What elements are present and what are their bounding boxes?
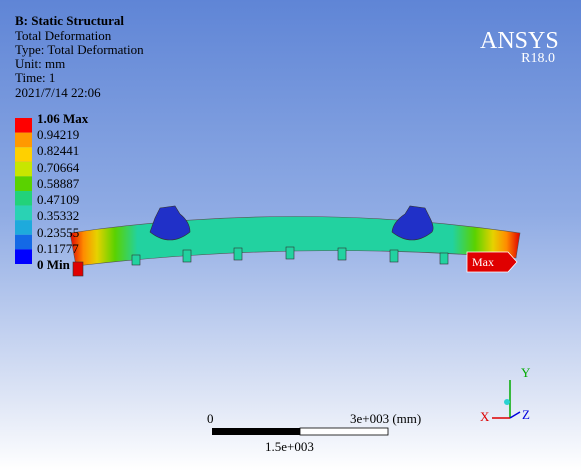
triad-z-label: Z xyxy=(522,407,530,422)
legend-label: 0.82441 xyxy=(37,143,80,159)
legend-swatch xyxy=(15,176,32,191)
legend-label: 0.70664 xyxy=(37,159,80,175)
legend-label: 0.58887 xyxy=(37,175,80,191)
legend-boxes xyxy=(15,118,32,264)
mount-left xyxy=(149,205,191,241)
scale-bar-dark xyxy=(212,428,300,435)
title: B: Static Structural xyxy=(15,13,125,28)
logo-version: R18.0 xyxy=(521,51,555,66)
triad-y-label: Y xyxy=(521,365,531,380)
legend-label: 0.94219 xyxy=(37,127,80,143)
max-probe-label: Max xyxy=(472,255,494,269)
header-line: Type: Total Deformation xyxy=(15,42,144,57)
header-line: Total Deformation xyxy=(15,28,112,43)
triad-x-label: X xyxy=(480,409,490,424)
scale-bar-light xyxy=(299,427,389,436)
end-tab xyxy=(72,261,84,277)
legend-label: 0.47109 xyxy=(37,192,80,208)
mount-right xyxy=(391,205,434,241)
legend-label: 0.23555 xyxy=(37,224,80,240)
header-line: Unit: mm xyxy=(15,56,66,71)
scale-mid: 1.5e+003 xyxy=(265,439,314,454)
legend-swatch xyxy=(15,249,32,264)
legend-swatch xyxy=(15,220,32,235)
legend-label: 0.11777 xyxy=(37,240,79,256)
header-line: 2021/7/14 22:06 xyxy=(15,85,101,100)
legend-label: 0 Min xyxy=(37,257,70,272)
legend-label: 1.06 Max xyxy=(37,111,89,126)
legend-swatch xyxy=(15,118,32,133)
legend-swatch xyxy=(15,234,32,250)
legend-swatch xyxy=(15,147,32,162)
header-line: Time: 1 xyxy=(15,70,56,85)
logo-brand: ANSYS xyxy=(480,28,559,54)
scale-end: 3e+003 (mm) xyxy=(350,411,422,426)
max-probe xyxy=(466,251,518,273)
legend-swatch xyxy=(15,205,32,221)
legend-label: 0.35332 xyxy=(37,208,80,224)
legend-swatch xyxy=(15,132,32,148)
triad-z xyxy=(509,411,521,419)
legend-swatch xyxy=(15,161,32,177)
legend-swatch xyxy=(15,191,32,206)
scale-start: 0 xyxy=(207,411,214,426)
tabs xyxy=(131,246,449,266)
triad-origin xyxy=(504,399,510,405)
